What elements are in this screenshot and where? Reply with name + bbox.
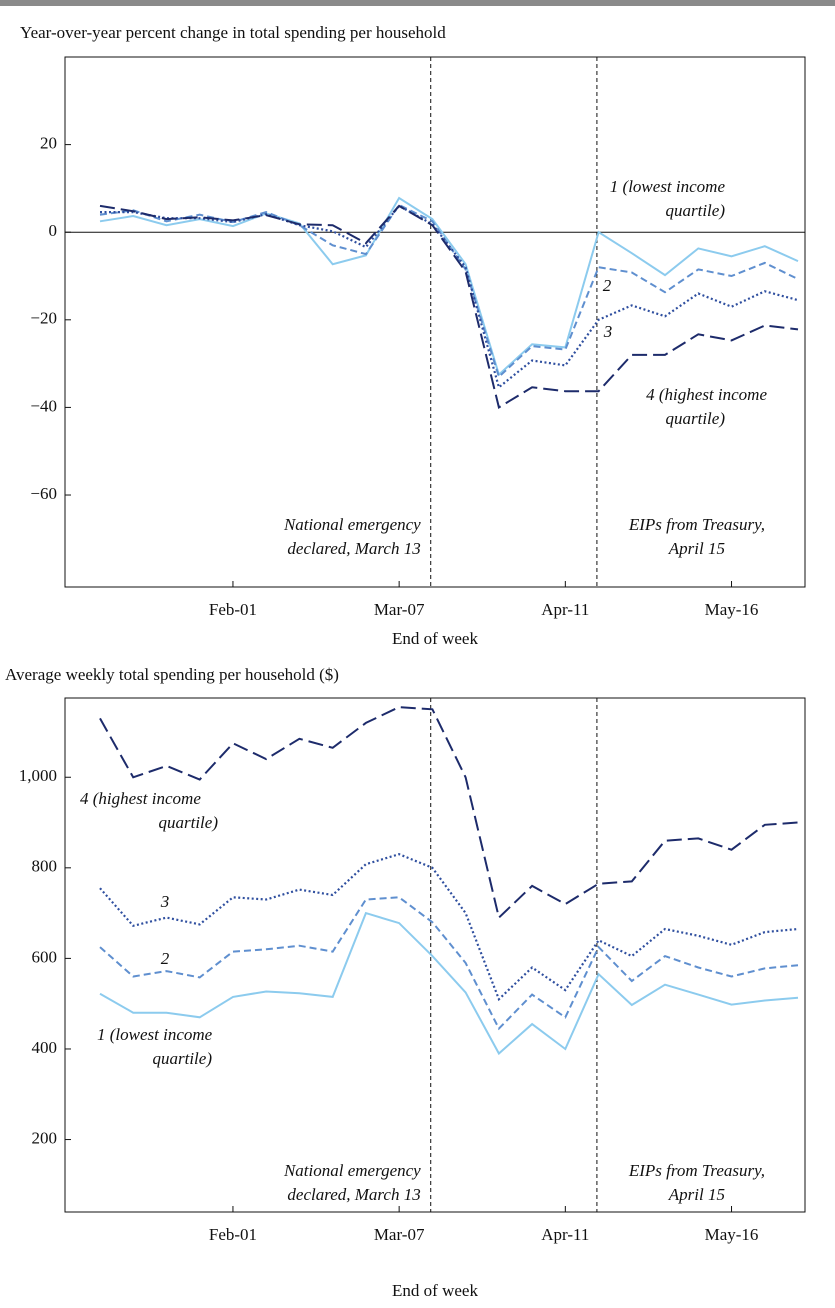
y-tick-label: 20 (40, 134, 57, 153)
series-label: quartile) (666, 201, 726, 220)
series-label: quartile) (153, 1049, 213, 1068)
y-tick-label: −20 (30, 309, 57, 328)
series-label: 3 (603, 322, 613, 341)
x-tick-label: Apr-11 (541, 1225, 589, 1244)
chart-title: Year-over-year percent change in total s… (20, 23, 446, 42)
plot-frame (64, 56, 806, 588)
series-label: 2 (603, 276, 612, 295)
series-line (99, 203, 799, 379)
chart-title: Average weekly total spending per househ… (5, 665, 339, 684)
event-annotation: April 15 (668, 539, 725, 558)
series-label: 3 (160, 892, 170, 911)
event-annotation: EIPs from Treasury, (628, 1161, 765, 1180)
series-label: 4 (highest income (80, 789, 201, 808)
series-label: 4 (highest income (646, 385, 767, 404)
series-line (99, 204, 799, 409)
series-label: 1 (lowest income (97, 1025, 213, 1044)
top-rule (0, 0, 835, 6)
event-annotation: April 15 (668, 1185, 725, 1204)
y-tick-label: 600 (32, 947, 58, 966)
x-tick-label: Feb-01 (209, 1225, 257, 1244)
y-tick-label: −40 (30, 396, 57, 415)
series-line (99, 853, 799, 1002)
series-label: 1 (lowest income (610, 177, 726, 196)
y-tick-label: 0 (49, 221, 58, 240)
y-tick-label: −60 (30, 484, 57, 503)
x-axis-label: End of week (392, 1281, 478, 1300)
series-line (99, 196, 799, 377)
series-line (100, 204, 799, 390)
plot-frame (64, 697, 806, 1213)
y-tick-label: 400 (32, 1038, 58, 1057)
event-annotation: declared, March 13 (287, 1185, 420, 1204)
x-tick-label: Mar-07 (374, 1225, 425, 1244)
series-line (99, 911, 799, 1056)
y-tick-label: 1,000 (19, 766, 57, 785)
y-tick-label: 800 (32, 857, 58, 876)
series-label: quartile) (159, 813, 219, 832)
series-label: quartile) (666, 409, 726, 428)
event-annotation: National emergency (283, 1161, 421, 1180)
x-tick-label: Apr-11 (541, 600, 589, 619)
series-line (99, 896, 799, 1031)
event-annotation: National emergency (283, 515, 421, 534)
y-tick-label: 200 (32, 1128, 58, 1147)
x-axis-label: End of week (392, 629, 478, 648)
event-annotation: EIPs from Treasury, (628, 515, 765, 534)
x-tick-label: May-16 (705, 1225, 759, 1244)
series-label: 2 (161, 949, 170, 968)
series-line (99, 706, 799, 920)
x-tick-label: May-16 (705, 600, 759, 619)
event-annotation: declared, March 13 (287, 539, 420, 558)
x-tick-label: Feb-01 (209, 600, 257, 619)
x-tick-label: Mar-07 (374, 600, 425, 619)
